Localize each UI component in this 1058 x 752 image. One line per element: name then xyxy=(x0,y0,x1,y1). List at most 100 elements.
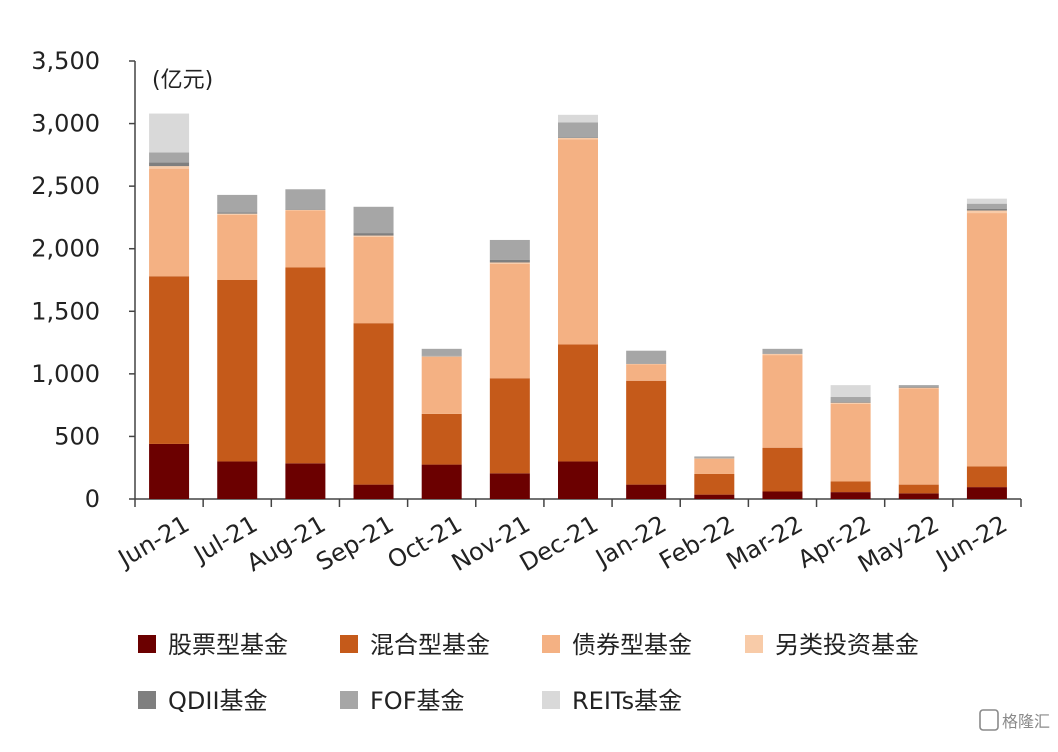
y-tick-label: 1,000 xyxy=(31,360,100,388)
bar-segment xyxy=(489,239,530,260)
bar-segment xyxy=(694,458,735,459)
bar-segment xyxy=(898,385,939,387)
bar-segment xyxy=(421,356,462,414)
bar-segment xyxy=(830,385,871,398)
bar-stack xyxy=(149,113,190,499)
x-axis: Jun-21Jul-21Aug-21Sep-21Oct-21Nov-21Dec-… xyxy=(112,498,1022,578)
bar-segment xyxy=(762,447,803,492)
legend-item: FOF基金 xyxy=(340,687,465,715)
bar-segment xyxy=(421,348,462,356)
bar-segment xyxy=(217,194,258,213)
watermark-text: 格隆汇 xyxy=(1002,712,1050,731)
bar-segment xyxy=(217,280,258,462)
bar-segment xyxy=(966,198,1007,204)
bar-segment xyxy=(489,262,530,264)
x-tick-label: Jan-22 xyxy=(589,510,671,573)
bar-stack xyxy=(489,239,530,499)
x-tick-label: Sep-21 xyxy=(311,510,398,576)
bar-segment xyxy=(558,461,598,499)
bar-segment xyxy=(353,323,394,485)
bar-segment xyxy=(285,267,326,464)
bar-segment xyxy=(694,458,735,474)
bar-segment xyxy=(694,457,735,459)
x-tick-label: Jun-22 xyxy=(930,510,1012,574)
bar-segment xyxy=(353,235,394,237)
bar-segment xyxy=(149,113,190,153)
bar-segment xyxy=(898,387,939,389)
legend-item: 股票型基金 xyxy=(138,631,288,659)
bar-segment xyxy=(830,397,871,403)
bar-segment xyxy=(489,378,530,474)
bar-segment xyxy=(966,208,1007,211)
bar-segment xyxy=(217,214,258,280)
bar-segment xyxy=(421,356,462,357)
y-axis-unit-label: (亿元) xyxy=(152,68,213,93)
bar-segment xyxy=(626,363,667,365)
bar-segment xyxy=(421,355,462,357)
bar-segment xyxy=(353,206,394,234)
x-tick-label: Mar-22 xyxy=(722,510,808,576)
bar-segment xyxy=(285,209,326,211)
bar-segment xyxy=(217,212,258,214)
bar-segment xyxy=(558,137,598,138)
y-tick-label: 2,000 xyxy=(31,235,100,263)
bar-segment xyxy=(626,350,667,364)
legend-item: 债券型基金 xyxy=(542,631,692,659)
bar-segment xyxy=(830,402,871,404)
bar-segment xyxy=(558,122,598,138)
x-tick-label: Aug-21 xyxy=(242,510,331,577)
legend-label: FOF基金 xyxy=(370,687,465,715)
legend-item: 混合型基金 xyxy=(340,631,490,659)
bar-segment xyxy=(149,168,190,277)
legend-label: 债券型基金 xyxy=(572,631,692,659)
bars xyxy=(149,113,1007,499)
bar-stack xyxy=(966,198,1007,499)
bar-segment xyxy=(694,456,735,458)
bar-segment xyxy=(762,348,803,354)
bar-stack xyxy=(762,348,803,499)
bar-segment xyxy=(149,443,190,499)
legend-swatch xyxy=(138,691,156,709)
y-tick-label: 1,500 xyxy=(31,297,100,325)
x-tick-label: Nov-21 xyxy=(447,510,535,577)
glh-logo-icon xyxy=(979,709,999,731)
legend-swatch xyxy=(138,635,156,653)
y-tick-label: 0 xyxy=(85,485,100,513)
bar-segment xyxy=(285,463,326,499)
bar-stack xyxy=(285,189,326,499)
bar-segment xyxy=(353,233,394,236)
legend-label: 另类投资基金 xyxy=(775,631,919,659)
y-tick-label: 500 xyxy=(54,422,100,450)
legend-swatch xyxy=(542,691,560,709)
legend-swatch xyxy=(340,691,358,709)
bar-segment xyxy=(489,473,530,499)
bar-segment xyxy=(762,353,803,354)
bar-stack xyxy=(353,206,394,499)
bar-segment xyxy=(898,484,939,494)
x-tick-label: Jun-21 xyxy=(112,510,194,574)
legend-swatch xyxy=(340,635,358,653)
bar-segment xyxy=(626,364,667,381)
bar-segment xyxy=(830,492,871,499)
bar-segment xyxy=(149,152,190,163)
y-tick-label: 3,000 xyxy=(31,110,100,138)
bar-segment xyxy=(149,276,190,444)
bar-segment xyxy=(898,388,939,485)
bar-segment xyxy=(966,203,1007,209)
bar-segment xyxy=(558,139,598,345)
bar-segment xyxy=(558,114,598,123)
bar-segment xyxy=(694,494,735,499)
bar-stack xyxy=(694,456,735,499)
bar-segment xyxy=(694,473,735,495)
bar-segment xyxy=(830,402,871,403)
bar-segment xyxy=(830,403,871,482)
x-tick-label: Dec-21 xyxy=(515,510,603,577)
bar-segment xyxy=(285,189,326,210)
bar-segment xyxy=(830,481,871,493)
bar-stack xyxy=(421,348,462,499)
legend-label: QDII基金 xyxy=(168,687,268,715)
bar-segment xyxy=(149,166,190,169)
bar-segment xyxy=(285,209,326,210)
bar-segment xyxy=(558,137,598,140)
bar-segment xyxy=(353,236,394,324)
